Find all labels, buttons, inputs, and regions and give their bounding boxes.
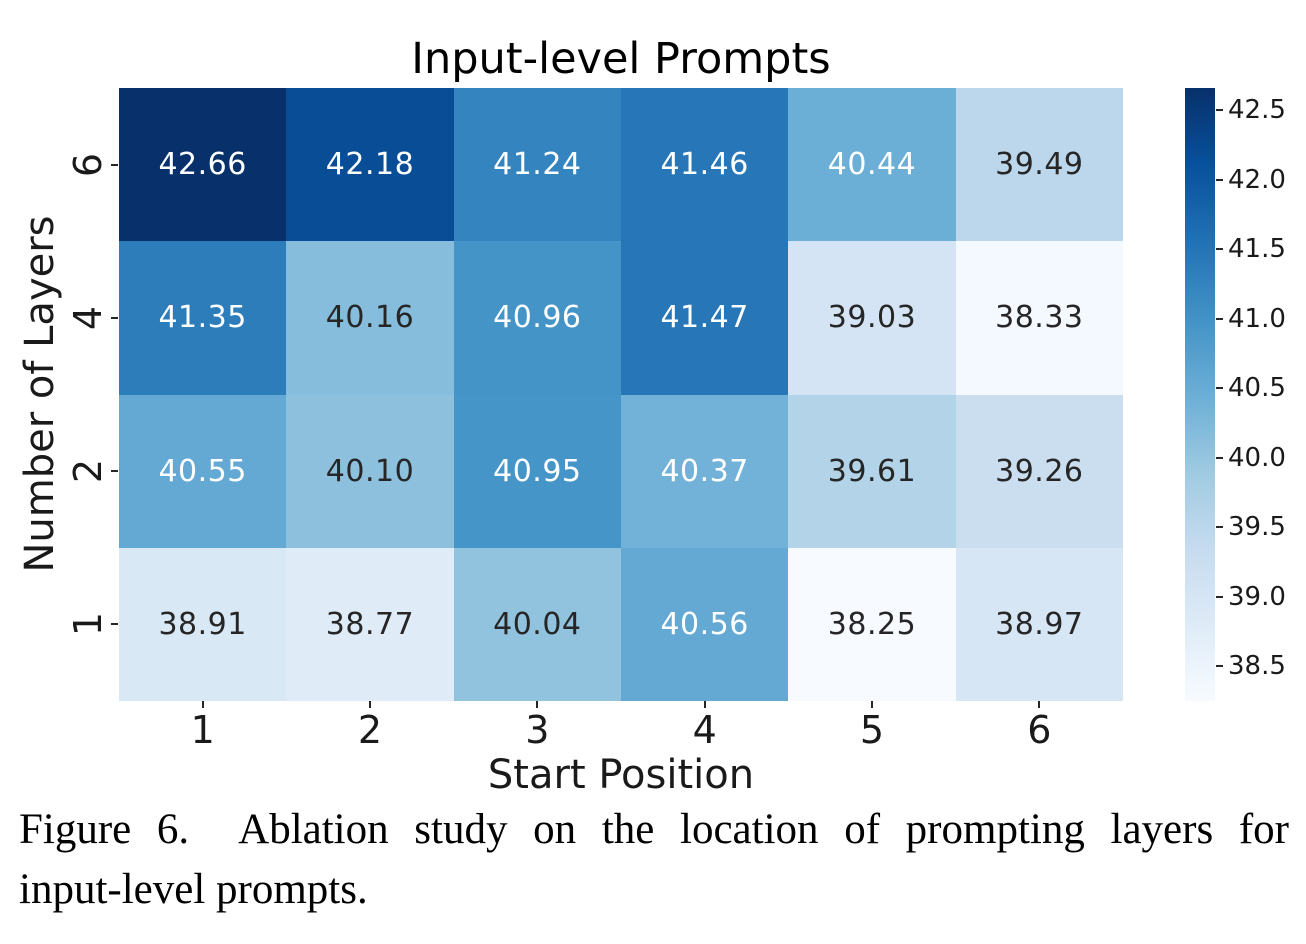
- colorbar-tick-mark: [1216, 317, 1223, 320]
- heatmap-cell: 38.77: [286, 547, 454, 701]
- heatmap-cell: 40.55: [119, 394, 287, 548]
- heatmap-cell: 40.44: [788, 88, 956, 242]
- colorbar-tick-label: 38.5: [1228, 651, 1286, 682]
- x-tick-label: 3: [525, 708, 550, 752]
- x-axis-label: Start Position: [487, 752, 755, 798]
- colorbar-tick-mark: [1216, 595, 1223, 598]
- heatmap-cell: 39.61: [788, 394, 956, 548]
- colorbar-tick-mark: [1216, 387, 1223, 390]
- heatmap-cell: 42.18: [286, 88, 454, 242]
- x-tick-label: 2: [357, 708, 383, 752]
- colorbar-tick-mark: [1216, 456, 1223, 459]
- heatmap-cell: 39.49: [955, 88, 1123, 242]
- colorbar-tick-label: 39.0: [1228, 581, 1286, 612]
- y-tick-label: 2: [66, 459, 110, 484]
- x-tick-label: 5: [859, 708, 885, 752]
- heatmap-cell: 41.35: [119, 241, 287, 395]
- heatmap-cell: 41.24: [453, 88, 621, 242]
- colorbar-tick-label: 40.5: [1228, 373, 1286, 404]
- chart-title: Input-level Prompts: [411, 34, 831, 84]
- colorbar-tick-mark: [1216, 178, 1223, 181]
- colorbar-tick-label: 42.5: [1228, 95, 1286, 126]
- heatmap-cell: 42.66: [119, 88, 287, 242]
- heatmap-cell: 38.25: [788, 547, 956, 701]
- heatmap-cell: 39.03: [788, 241, 956, 395]
- heatmap-cell: 40.10: [286, 394, 454, 548]
- colorbar-tick-mark: [1216, 248, 1223, 251]
- x-tick-label: 1: [190, 708, 215, 752]
- y-tick-mark: [111, 316, 118, 319]
- y-tick-label: 6: [66, 152, 110, 177]
- x-tick-label: 6: [1027, 708, 1052, 752]
- y-tick-label: 4: [66, 305, 110, 330]
- heatmap-cell: 41.46: [620, 88, 789, 242]
- colorbar-tick-label: 41.5: [1228, 234, 1286, 265]
- colorbar-tick-mark: [1216, 665, 1223, 668]
- colorbar-tick-mark: [1216, 526, 1223, 529]
- x-tick-label: 4: [692, 708, 717, 752]
- colorbar-tick-label: 40.0: [1228, 442, 1286, 473]
- caption-line-1: Figure 6. Ablation study on the location…: [19, 806, 1289, 853]
- x-tick-mark: [536, 701, 539, 708]
- y-tick-label: 1: [66, 612, 110, 637]
- heatmap-cell: 39.26: [955, 394, 1123, 548]
- heatmap-cell: 40.96: [453, 241, 621, 395]
- heatmap-cell: 38.91: [119, 547, 287, 701]
- x-tick-mark: [871, 701, 873, 708]
- figure-caption: Figure 6. Ablation study on the location…: [19, 800, 1289, 920]
- colorbar-tick-mark: [1216, 109, 1223, 112]
- heatmap-cell: 38.33: [955, 241, 1123, 395]
- x-tick-mark: [201, 701, 204, 708]
- caption-line-2: input-level prompts.: [19, 866, 368, 913]
- heatmap-cell: 40.56: [620, 547, 789, 701]
- colorbar: [1185, 88, 1215, 701]
- y-axis-label: Number of Layers: [17, 215, 63, 573]
- heatmap-cell: 40.95: [453, 394, 621, 548]
- heatmap-grid: 42.66 42.18 41.24 41.46 40.44 39.49 41.35 40.16…: [119, 88, 1123, 701]
- x-tick-mark: [703, 701, 706, 708]
- y-tick-mark: [111, 623, 118, 626]
- heatmap-cell: 41.47: [620, 241, 789, 395]
- y-tick-mark: [111, 470, 118, 473]
- colorbar-tick-label: 39.5: [1228, 512, 1286, 543]
- heatmap-cell: 40.04: [453, 547, 621, 701]
- x-tick-mark: [1038, 701, 1041, 708]
- heatmap-cell: 40.37: [620, 394, 789, 548]
- colorbar-tick-label: 42.0: [1228, 164, 1286, 195]
- heatmap-cell: 38.97: [955, 547, 1123, 701]
- heatmap-cell: 40.16: [286, 241, 454, 395]
- colorbar-tick-label: 41.0: [1228, 303, 1286, 334]
- x-tick-mark: [369, 701, 371, 708]
- y-tick-mark: [111, 163, 118, 166]
